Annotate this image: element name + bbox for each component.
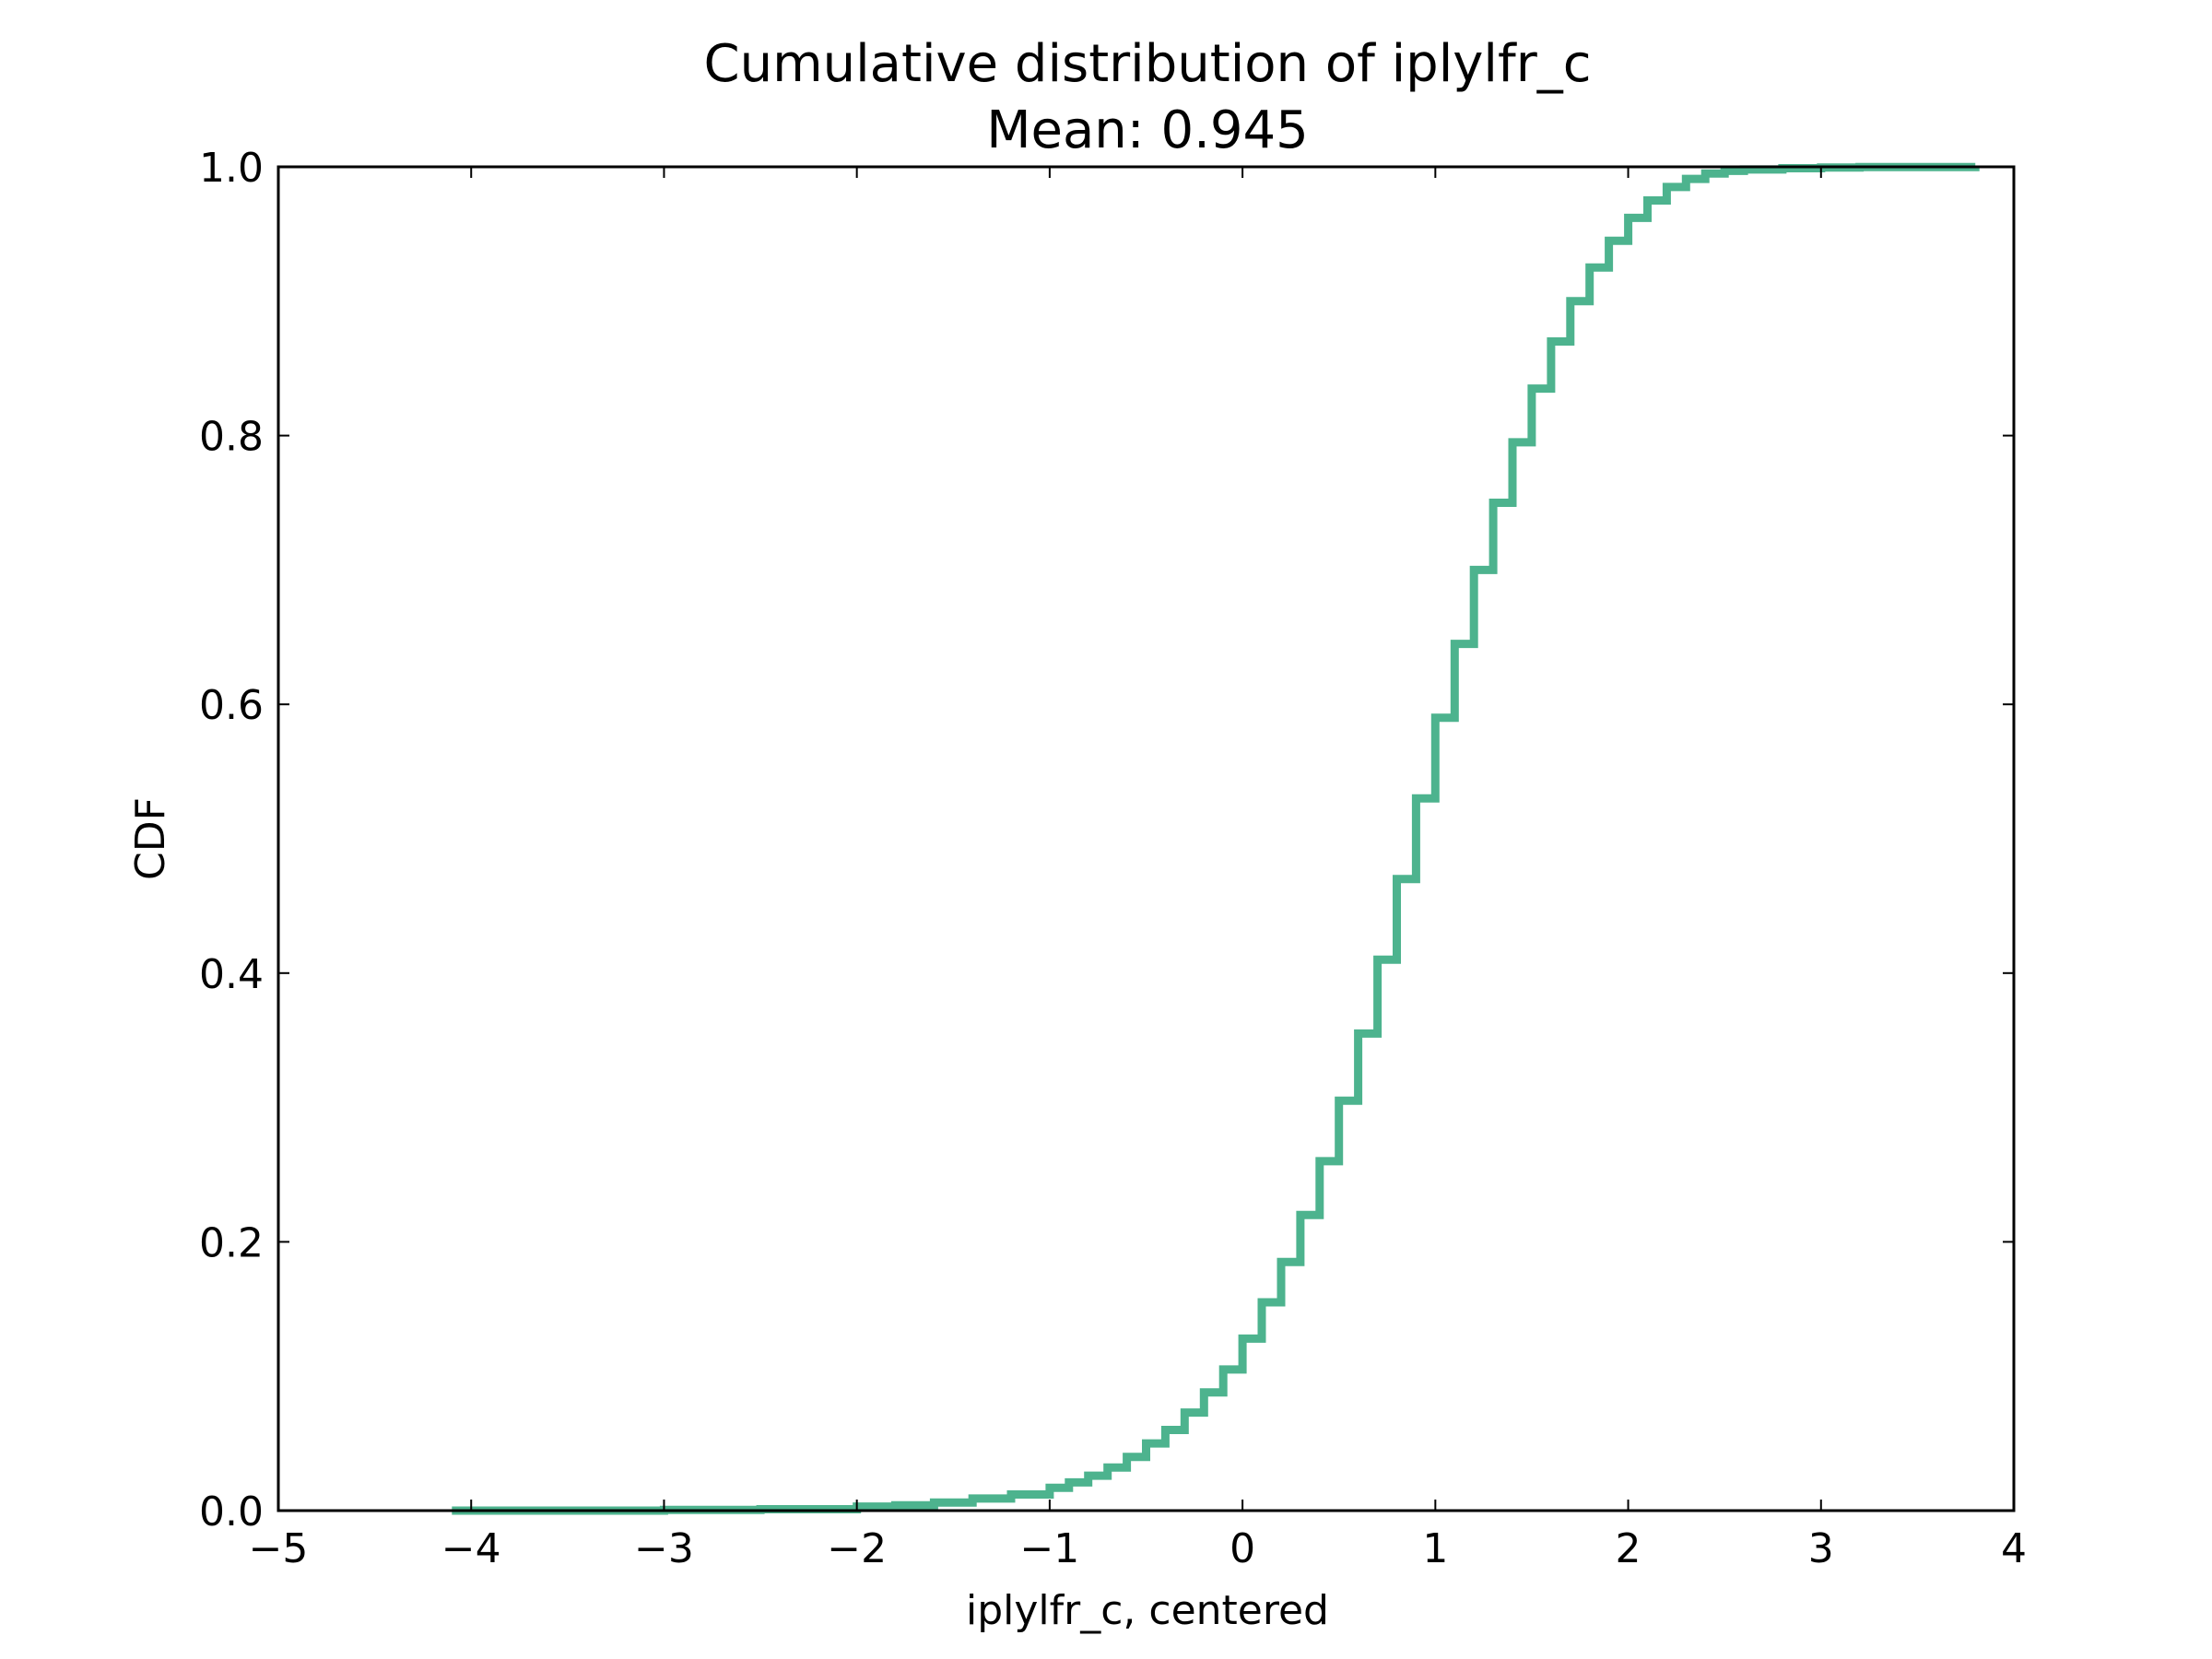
cdf-line-series-0 [452, 162, 1980, 1515]
x-tick-label: 2 [1616, 1525, 1641, 1572]
x-tick-label: −5 [249, 1525, 309, 1572]
y-tick-label: 0.8 [199, 414, 264, 461]
x-tick-label: 3 [1808, 1525, 1834, 1572]
chart-subtitle: Mean: 0.945 [986, 100, 1309, 160]
x-tick-label: 4 [2001, 1525, 2027, 1572]
y-axis-label: CDF [127, 797, 174, 880]
x-axis-label: iplylfr_c, centered [966, 1587, 1329, 1634]
y-tick-label: 0.2 [199, 1219, 264, 1266]
x-tick-label: −3 [634, 1525, 694, 1572]
y-tick-label: 0.0 [199, 1488, 264, 1535]
axes-frame [276, 165, 2016, 1512]
x-tick-label: −4 [441, 1525, 501, 1572]
x-axis-ticks: −5 −4 −3 −2 −1 0 1 2 3 4 [249, 167, 2027, 1572]
x-tick-label: 0 [1230, 1525, 1255, 1572]
x-tick-label: −2 [827, 1525, 887, 1572]
y-tick-label: 1.0 [199, 145, 264, 192]
y-tick-label: 0.6 [199, 682, 264, 729]
x-tick-label: 1 [1422, 1525, 1448, 1572]
chart-title: Cumulative distribution of iplylfr_c [703, 34, 1591, 94]
x-tick-label: −1 [1019, 1525, 1079, 1572]
plot-area [452, 162, 1980, 1515]
y-tick-label: 0.4 [199, 951, 264, 998]
y-axis-ticks: 0.0 0.2 0.4 0.6 0.8 1.0 [199, 145, 2014, 1535]
